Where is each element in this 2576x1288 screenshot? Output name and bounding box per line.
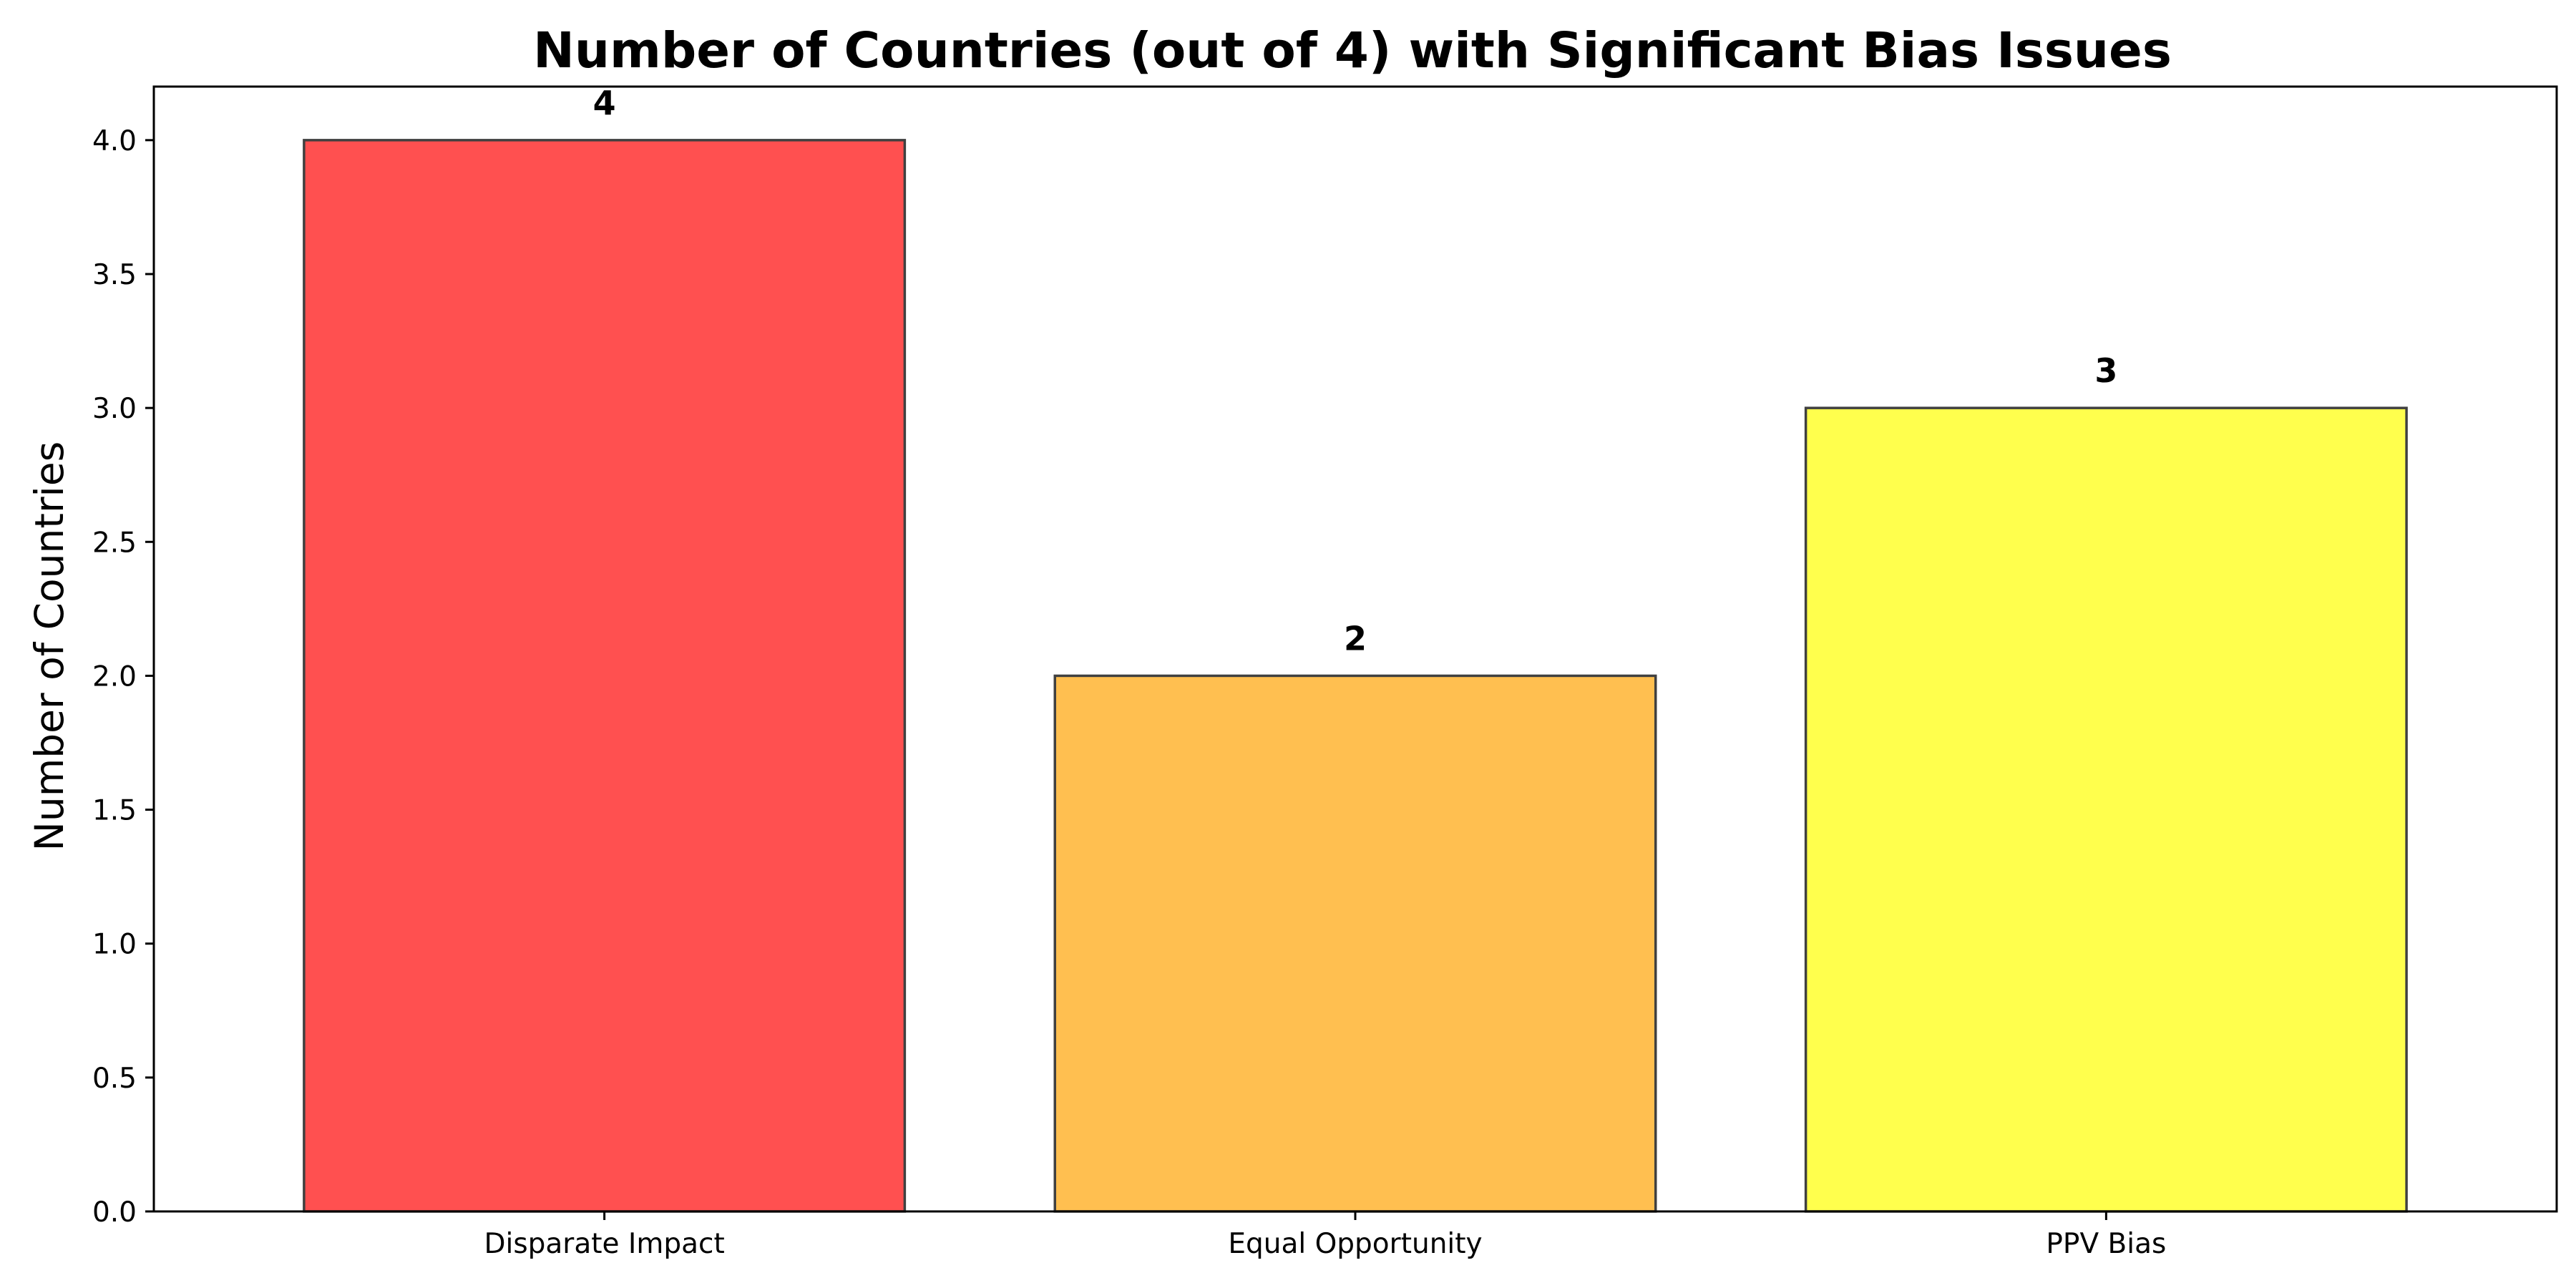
x-tick-label: Equal Opportunity [1228, 1228, 1482, 1260]
y-tick-label: 3.0 [92, 393, 137, 425]
bars-group [303, 139, 2408, 1213]
bar-disparate-impact [303, 139, 907, 1213]
ticks-group: 0.0 0.5 1.0 1.5 2.0 2.5 3.0 3.5 4.0 Disparate Imp… [92, 125, 2166, 1260]
data-label: 3 [2094, 351, 2117, 390]
y-axis-label: Number of Countries [26, 441, 72, 852]
chart-title: Number of Countries (out of 4) with Sign… [533, 22, 2172, 79]
plot-area-frame [152, 85, 2558, 1213]
y-tick-label: 1.0 [92, 929, 137, 961]
y-tick-label: 4.0 [92, 125, 137, 157]
data-labels-group: 4 2 3 [593, 84, 2118, 658]
x-tick-label: Disparate Impact [484, 1228, 724, 1260]
y-tick-label: 2.0 [92, 660, 137, 693]
y-tick-label: 1.5 [92, 795, 137, 827]
y-tick-label: 2.5 [92, 527, 137, 559]
x-tick-label: PPV Bias [2046, 1228, 2166, 1260]
y-tick-label: 0.0 [92, 1196, 137, 1229]
bar-equal-opportunity [1053, 674, 1657, 1213]
y-tick-label: 3.5 [92, 259, 137, 291]
data-label: 2 [1344, 619, 1367, 658]
y-tick-label: 0.5 [92, 1063, 137, 1095]
bar-ppv-bias [1804, 406, 2408, 1213]
data-label: 4 [593, 84, 616, 122]
